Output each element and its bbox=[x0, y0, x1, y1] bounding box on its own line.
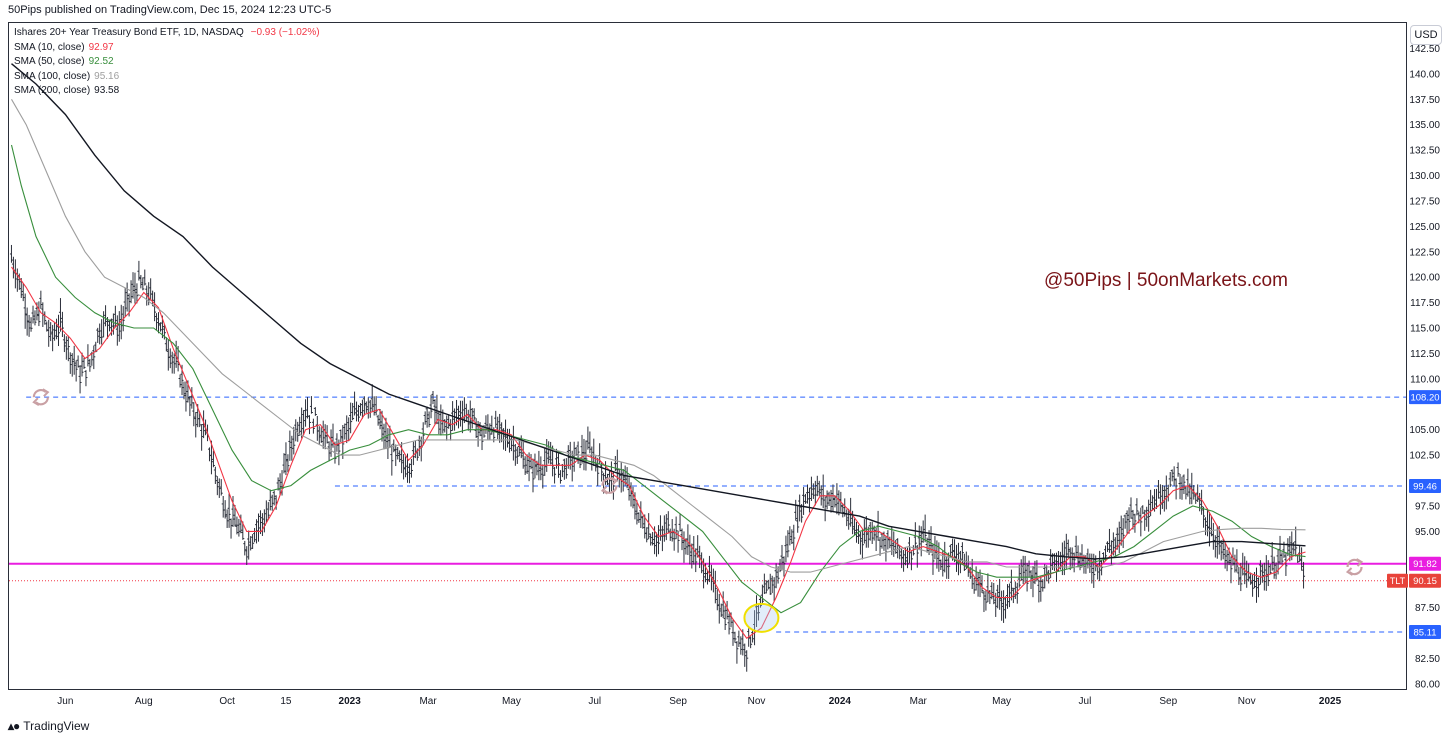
legend-sma100-label: SMA (100, close) bbox=[14, 70, 91, 82]
level-label: 99.46 bbox=[1413, 482, 1437, 493]
legend-title-row: Ishares 20+ Year Treasury Bond ETF, 1D, … bbox=[14, 26, 320, 41]
level-label: 91.82 bbox=[1413, 559, 1437, 570]
sync-icon-arrow bbox=[1345, 567, 1354, 576]
legend-sma10[interactable]: SMA (10, close) 92.97 bbox=[14, 41, 320, 56]
legend-sma50-label: SMA (50, close) bbox=[14, 56, 85, 67]
x-tick-label: Sep bbox=[669, 696, 687, 707]
y-tick-label: 122.50 bbox=[1409, 247, 1440, 258]
time-axis[interactable]: Jun Aug Oct 15 2023 Mar May Jul Sep Nov 2024 Mar May… bbox=[57, 696, 1341, 707]
watermark-text: @50Pips | 50onMarkets.com bbox=[1044, 270, 1288, 291]
legend-sma200-label: SMA (200, close) bbox=[14, 85, 91, 96]
y-tick-label: 125.00 bbox=[1409, 222, 1440, 233]
y-tick-label: 130.00 bbox=[1409, 171, 1440, 182]
x-tick-label: Nov bbox=[748, 696, 766, 707]
chart-frame bbox=[8, 22, 1407, 690]
y-tick-label: 105.00 bbox=[1409, 425, 1440, 436]
price-labels: 108.20 99.46 91.82 85.11 90.15 TLT bbox=[1387, 390, 1441, 639]
legend-sma200[interactable]: SMA (200, close) 93.58 bbox=[14, 84, 320, 99]
legend-sma10-value: 92.97 bbox=[88, 41, 114, 53]
highlight-circle bbox=[743, 602, 780, 633]
legend-sma100-value: 95.16 bbox=[94, 70, 120, 82]
horizontal-levels bbox=[9, 396, 1406, 633]
footer-brand: TradingView bbox=[23, 719, 90, 733]
sync-icon-arrow bbox=[610, 476, 619, 486]
x-tick-label: 2023 bbox=[339, 696, 362, 707]
x-tick-label: Jul bbox=[1079, 696, 1092, 707]
y-tick-label: 142.50 bbox=[1409, 44, 1440, 55]
legend-change: −0.93 (−1.02%) bbox=[250, 27, 320, 38]
y-tick-label: 87.50 bbox=[1415, 603, 1440, 614]
x-tick-label: 2025 bbox=[1319, 696, 1342, 707]
sync-icon-arrow bbox=[32, 397, 40, 407]
y-tick-label: 110.00 bbox=[1410, 374, 1440, 385]
sync-icon-arrow bbox=[600, 485, 608, 495]
legend-sma100[interactable]: SMA (100, close) 95.16 bbox=[14, 70, 320, 85]
level-label-bg bbox=[1409, 390, 1441, 405]
sync-icon-arrow bbox=[42, 388, 50, 397]
y-tick-label: 127.50 bbox=[1409, 196, 1440, 207]
level-label: 108.20 bbox=[1410, 393, 1439, 404]
y-tick-label: 97.50 bbox=[1415, 501, 1440, 512]
x-tick-label: Jul bbox=[588, 696, 601, 707]
y-tick-label: 140.00 bbox=[1409, 69, 1440, 80]
sync-icon bbox=[32, 388, 50, 407]
x-tick-label: May bbox=[502, 696, 521, 707]
y-tick-label: 102.50 bbox=[1409, 451, 1440, 462]
tradingview-logo-icon: ▴● bbox=[8, 719, 20, 733]
sma-line-1 bbox=[11, 266, 1306, 639]
x-tick-label: Mar bbox=[910, 696, 928, 707]
level-label-bg bbox=[1409, 556, 1441, 571]
y-tick-label: 117.50 bbox=[1410, 298, 1440, 309]
x-tick-label: Nov bbox=[1238, 696, 1256, 707]
x-tick-label: Jun bbox=[57, 696, 73, 707]
y-tick-label: 115.00 bbox=[1410, 324, 1440, 335]
y-tick-label: 135.00 bbox=[1409, 120, 1440, 131]
legend-sma50-value: 92.52 bbox=[88, 56, 114, 67]
sma-line-3 bbox=[11, 99, 1306, 573]
sma-line-4 bbox=[11, 63, 1306, 560]
legend-title: Ishares 20+ Year Treasury Bond ETF, 1D, … bbox=[14, 27, 244, 38]
symbol-tag-bg bbox=[1387, 573, 1408, 588]
level-label: 90.15 bbox=[1413, 576, 1437, 587]
annotations bbox=[32, 388, 1364, 633]
x-tick-label: 2024 bbox=[829, 696, 852, 707]
sync-icon bbox=[600, 476, 619, 495]
tradingview-footer: ▴● TradingView bbox=[8, 719, 89, 733]
currency-button[interactable]: USD bbox=[1410, 25, 1442, 45]
x-tick-label: 15 bbox=[280, 696, 292, 707]
price-bars bbox=[9, 244, 1306, 672]
moving-averages bbox=[10, 63, 1306, 639]
y-tick-label: 120.00 bbox=[1409, 273, 1440, 284]
level-label-bg bbox=[1409, 479, 1441, 494]
chart-legend: Ishares 20+ Year Treasury Bond ETF, 1D, … bbox=[14, 26, 320, 99]
y-tick-label: 95.00 bbox=[1415, 527, 1440, 538]
x-tick-label: Oct bbox=[219, 696, 235, 707]
legend-sma200-value: 93.58 bbox=[94, 85, 120, 96]
y-tick-label: 80.00 bbox=[1415, 679, 1440, 690]
level-label-bg bbox=[1409, 624, 1441, 639]
level-label-bg bbox=[1409, 573, 1441, 588]
price-axis[interactable]: 142.50 140.00 137.50 135.00 132.50 130.00 127.… bbox=[1409, 44, 1440, 690]
y-tick-label: 137.50 bbox=[1409, 95, 1440, 106]
legend-sma50[interactable]: SMA (50, close) 92.52 bbox=[14, 55, 320, 70]
sync-icon bbox=[1345, 558, 1364, 576]
sma-line-2 bbox=[10, 144, 1306, 614]
legend-sma10-label: SMA (10, close) bbox=[14, 41, 85, 53]
publish-info: 50Pips published on TradingView.com, Dec… bbox=[8, 4, 332, 16]
y-tick-label: 112.50 bbox=[1410, 349, 1440, 360]
y-tick-label: 132.50 bbox=[1409, 146, 1440, 157]
sync-icon-arrow bbox=[1356, 558, 1364, 567]
y-tick-label: 82.50 bbox=[1415, 654, 1440, 665]
x-tick-label: Sep bbox=[1159, 696, 1177, 707]
x-tick-label: May bbox=[992, 696, 1011, 707]
symbol-tag: TLT bbox=[1390, 576, 1406, 586]
x-tick-label: Aug bbox=[135, 696, 153, 707]
level-label: 85.11 bbox=[1413, 627, 1436, 638]
x-tick-label: Mar bbox=[419, 696, 437, 707]
